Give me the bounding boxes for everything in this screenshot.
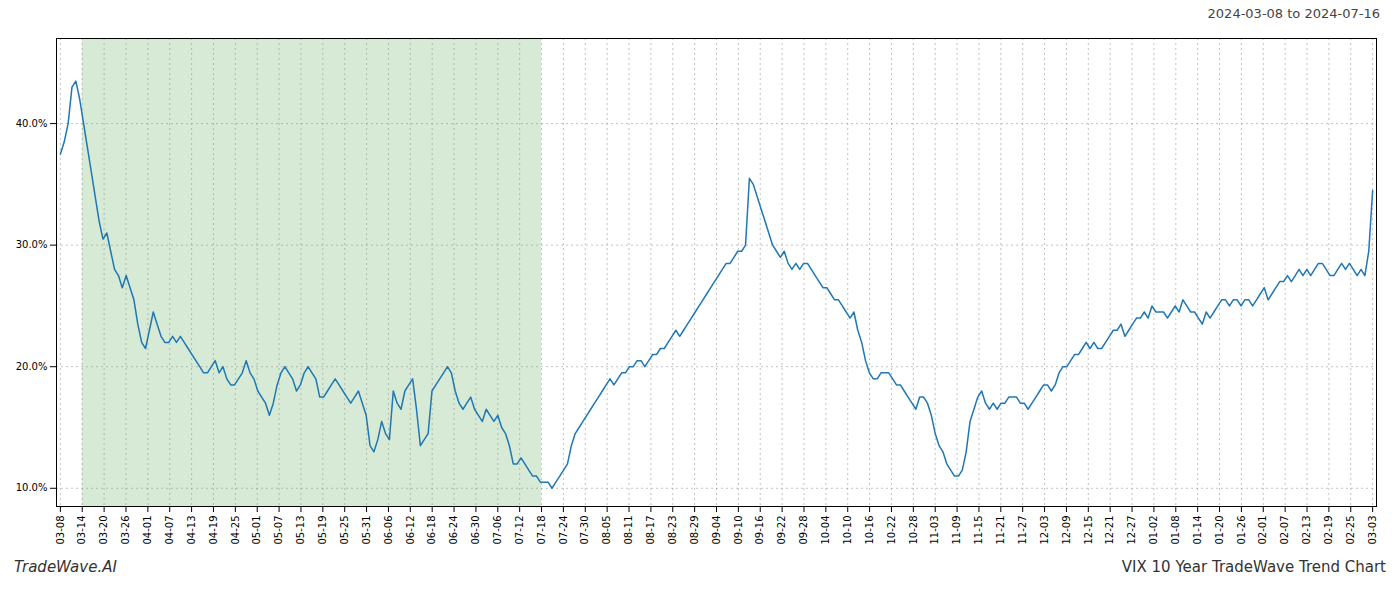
svg-text:04-25: 04-25 [230,516,241,545]
svg-text:04-13: 04-13 [186,516,197,545]
svg-text:10-22: 10-22 [886,516,897,545]
svg-text:09-22: 09-22 [776,516,787,545]
svg-text:04-07: 04-07 [164,516,175,545]
html-text:VIX 10 Year TradeWave Trend Ch: VIX 10 Year TradeWave Trend Chart [1121,558,1386,576]
svg-text:08-05: 08-05 [601,516,612,545]
svg-text:03-14: 03-14 [76,516,87,545]
svg-text:08-29: 08-29 [689,516,700,545]
svg-text:40.0%: 40.0% [16,118,48,129]
svg-text:05-19: 05-19 [317,516,328,545]
svg-text:10-16: 10-16 [864,516,875,545]
svg-text:02-25: 02-25 [1345,516,1356,545]
svg-text:02-13: 02-13 [1301,516,1312,545]
svg-text:11-21: 11-21 [995,516,1006,545]
html-text:TradeWave.AI: TradeWave.AI [14,558,117,576]
svg-text:05-25: 05-25 [339,516,350,545]
svg-text:06-12: 06-12 [405,516,416,545]
svg-text:05-13: 05-13 [295,516,306,545]
svg-text:02-19: 02-19 [1323,516,1334,545]
svg-text:09-28: 09-28 [798,516,809,545]
svg-text:09-10: 09-10 [733,516,744,545]
svg-text:11-15: 11-15 [973,516,984,545]
svg-text:04-19: 04-19 [208,516,219,545]
svg-text:10.0%: 10.0% [16,482,48,493]
svg-text:10-28: 10-28 [908,516,919,545]
svg-text:12-21: 12-21 [1104,516,1115,545]
html-text:2024-03-08 to 2024-07-16: 2024-03-08 to 2024-07-16 [1207,6,1380,21]
svg-text:06-18: 06-18 [426,516,437,545]
svg-text:09-04: 09-04 [711,516,722,545]
svg-text:08-23: 08-23 [667,516,678,545]
svg-text:08-17: 08-17 [645,516,656,545]
svg-text:10-10: 10-10 [842,516,853,545]
svg-text:10-04: 10-04 [820,516,831,545]
svg-text:03-08: 03-08 [55,516,66,545]
svg-text:03-20: 03-20 [98,516,109,545]
svg-text:12-03: 12-03 [1039,516,1050,545]
svg-text:01-08: 01-08 [1170,516,1181,545]
svg-text:02-01: 02-01 [1257,516,1268,545]
svg-text:08-11: 08-11 [623,516,634,545]
svg-text:05-01: 05-01 [251,516,262,545]
svg-text:12-27: 12-27 [1126,516,1137,545]
svg-text:06-06: 06-06 [383,516,394,545]
svg-text:02-07: 02-07 [1279,516,1290,545]
svg-text:01-26: 01-26 [1236,516,1247,545]
svg-text:07-24: 07-24 [558,516,569,545]
svg-text:05-07: 05-07 [273,516,284,545]
svg-text:12-15: 12-15 [1083,516,1094,545]
svg-text:30.0%: 30.0% [16,239,48,250]
svg-text:05-31: 05-31 [361,516,372,545]
svg-text:01-14: 01-14 [1192,516,1203,545]
svg-text:11-27: 11-27 [1017,516,1028,545]
svg-text:07-18: 07-18 [536,516,547,545]
svg-text:12-09: 12-09 [1061,516,1072,545]
svg-text:01-02: 01-02 [1148,516,1159,545]
svg-text:03-26: 03-26 [120,516,131,545]
svg-text:11-09: 11-09 [951,516,962,545]
svg-text:06-30: 06-30 [470,516,481,545]
svg-text:03-03: 03-03 [1367,516,1378,545]
svg-text:09-16: 09-16 [754,516,765,545]
svg-text:01-20: 01-20 [1214,516,1225,545]
svg-text:04-01: 04-01 [142,516,153,545]
svg-text:20.0%: 20.0% [16,361,48,372]
svg-text:07-12: 07-12 [514,516,525,545]
svg-text:07-06: 07-06 [492,516,503,545]
svg-text:07-30: 07-30 [579,516,590,545]
svg-text:11-03: 11-03 [929,516,940,545]
svg-text:06-24: 06-24 [448,516,459,545]
